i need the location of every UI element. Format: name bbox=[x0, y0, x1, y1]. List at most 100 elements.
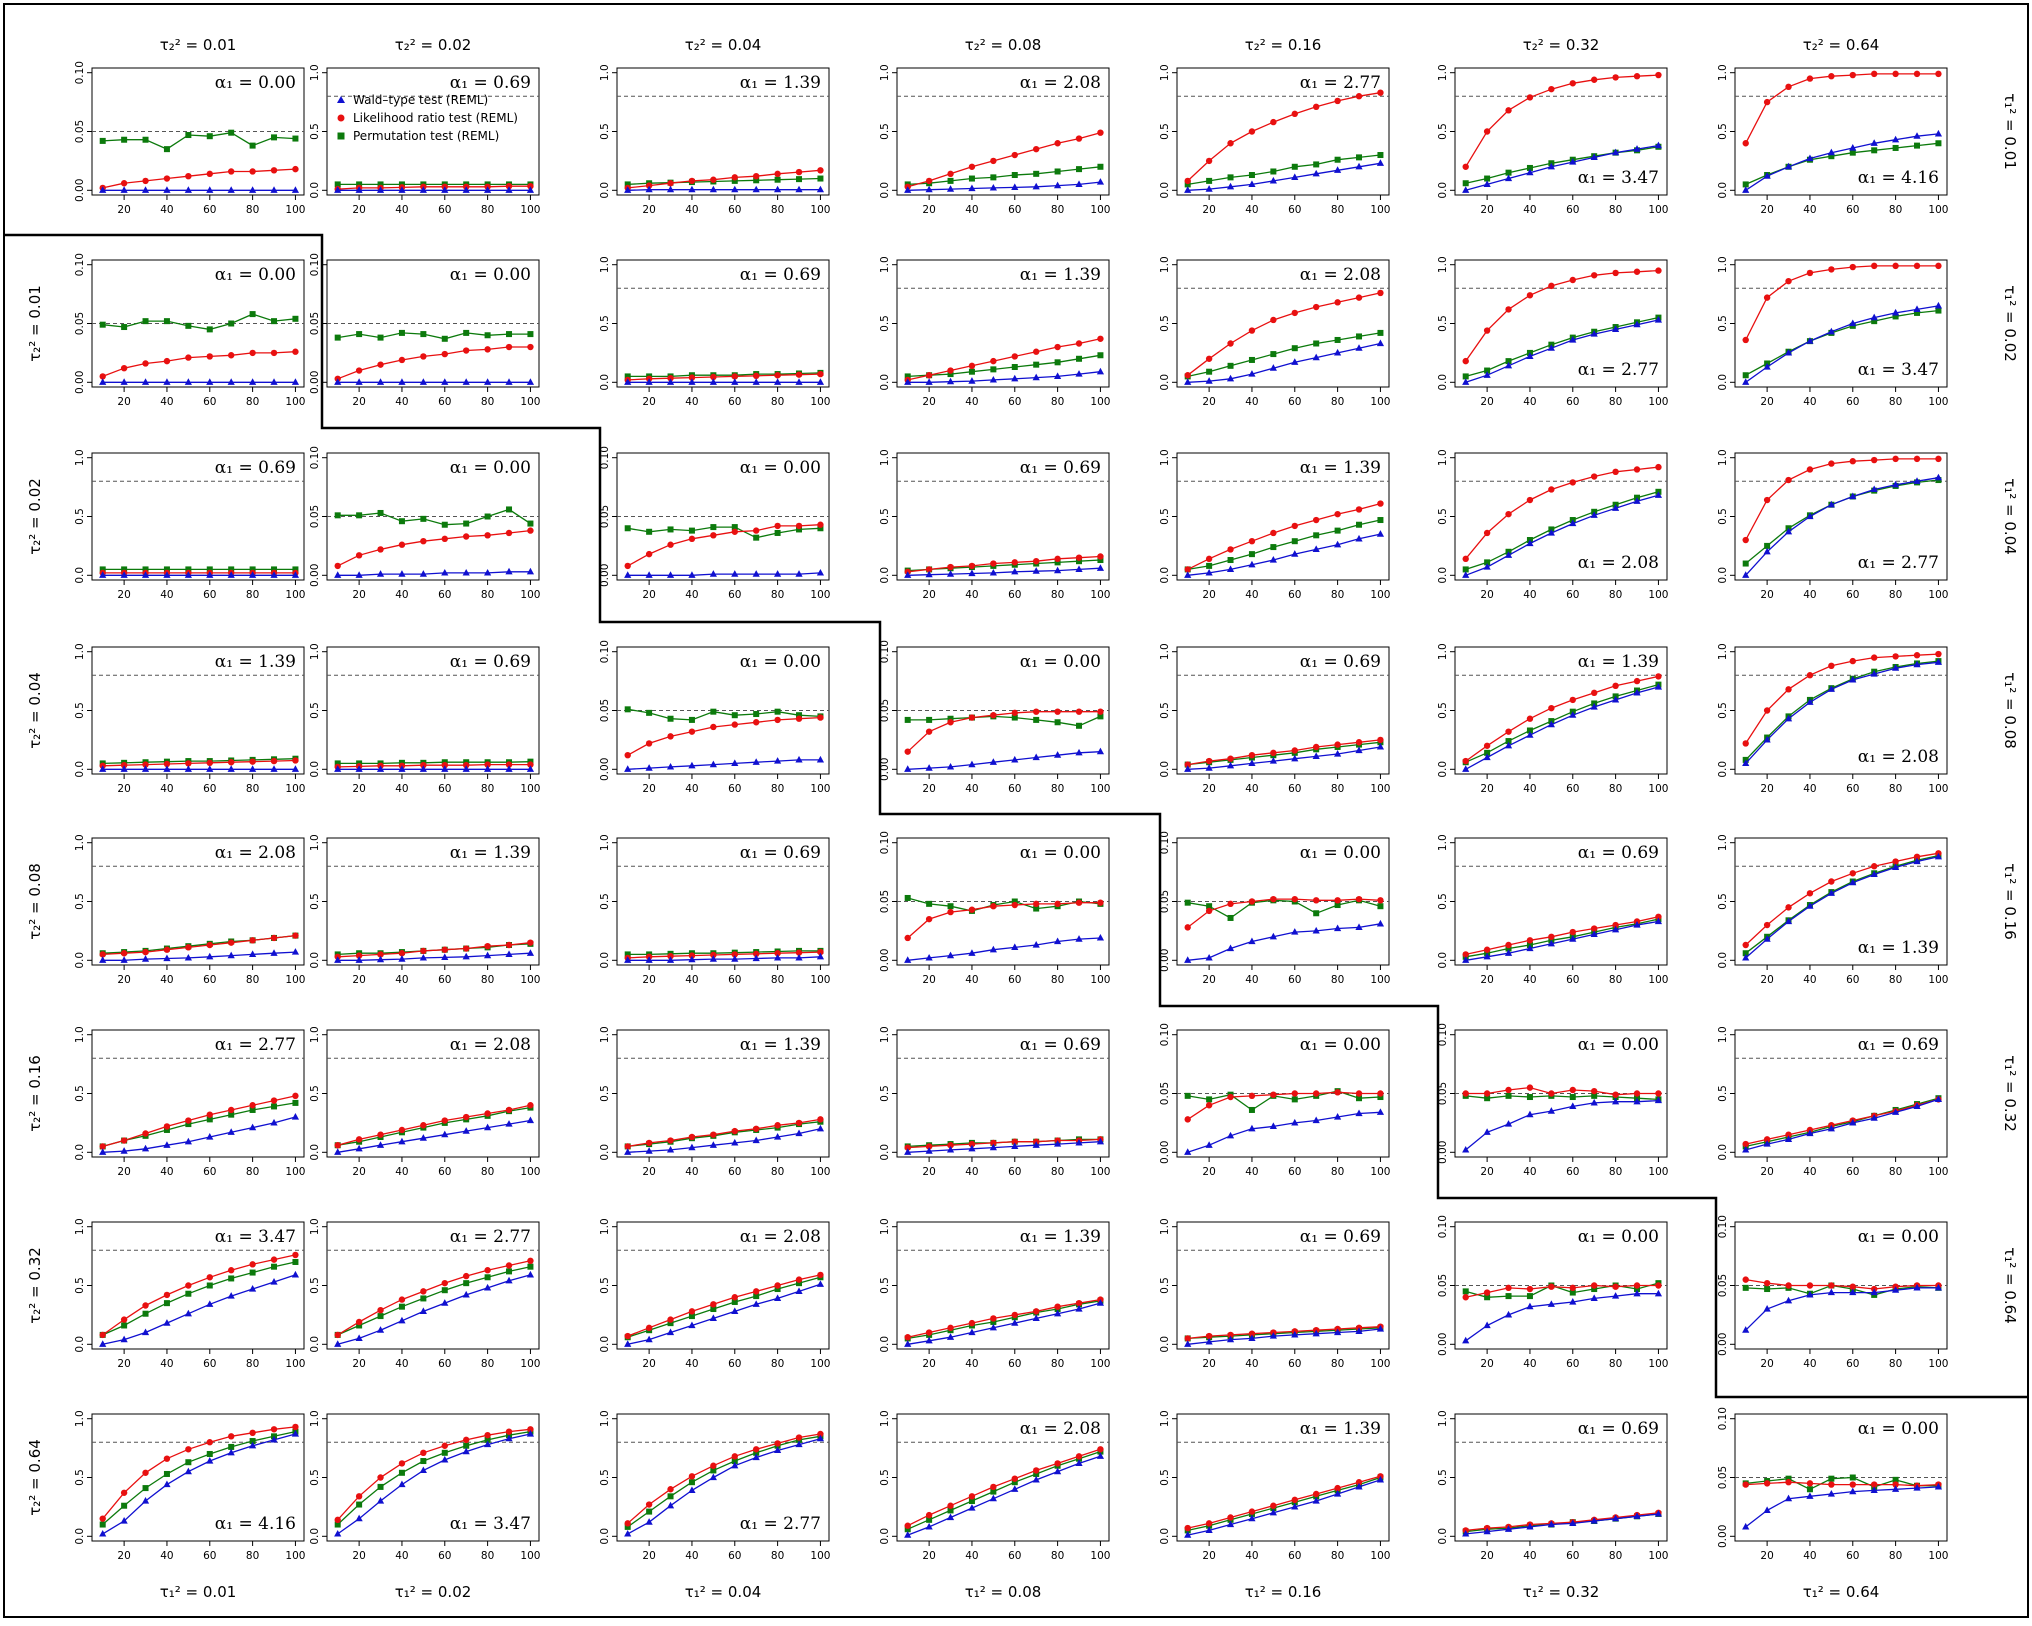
alpha-annotation: α₁ = 4.16 bbox=[1858, 168, 1939, 188]
lrt-point bbox=[1742, 1481, 1749, 1488]
x-tick-label: 60 bbox=[438, 1166, 451, 1178]
x-tick-label: 40 bbox=[160, 1550, 173, 1562]
wald-point bbox=[1892, 1485, 1900, 1492]
wald-point bbox=[376, 186, 385, 193]
lrt-point bbox=[1590, 272, 1598, 279]
lrt-point bbox=[1785, 277, 1792, 285]
wald-point bbox=[795, 570, 803, 577]
y-tick-label: 0.05 bbox=[309, 312, 321, 335]
lrt-point bbox=[99, 1331, 106, 1339]
wald-point bbox=[1526, 539, 1534, 547]
lrt-point bbox=[163, 946, 171, 953]
lrt-point bbox=[1655, 1282, 1662, 1289]
y-tick-label: 0.00 bbox=[1437, 1141, 1449, 1164]
wald-point bbox=[1032, 1141, 1040, 1148]
alpha-annotation: α₁ = 0.69 bbox=[1300, 1227, 1381, 1247]
lrt-point bbox=[1334, 510, 1341, 518]
x-tick-label: 20 bbox=[1202, 1550, 1215, 1562]
lrt-point bbox=[120, 180, 128, 187]
lrt-point bbox=[441, 350, 448, 358]
plot-frame bbox=[616, 1221, 830, 1350]
y-tick-label: 0.5 bbox=[1437, 702, 1449, 719]
lrt-point bbox=[227, 1433, 235, 1440]
wald-point bbox=[398, 765, 406, 772]
perm-point bbox=[163, 1300, 170, 1307]
lrt-point bbox=[420, 537, 427, 545]
x-tick-label: 80 bbox=[481, 783, 494, 795]
lrt-point bbox=[1870, 654, 1878, 661]
x-tick-label: 60 bbox=[1008, 1550, 1021, 1562]
perm-point bbox=[1484, 175, 1491, 182]
x-tick-label: 40 bbox=[160, 974, 173, 986]
perm-point bbox=[1569, 1094, 1576, 1101]
wald-point bbox=[1184, 186, 1192, 193]
perm-point bbox=[731, 1298, 738, 1305]
y-tick-label: 0.5 bbox=[1437, 893, 1449, 910]
x-tick-label: 40 bbox=[395, 204, 408, 216]
series-line-perm bbox=[1187, 332, 1381, 378]
series-line-lrt bbox=[1745, 265, 1939, 341]
lrt-point bbox=[1612, 1283, 1619, 1290]
x-tick-label: 100 bbox=[1090, 1550, 1110, 1562]
x-tick-label: 80 bbox=[1051, 1166, 1064, 1178]
wald-point bbox=[227, 186, 235, 193]
y-tick-label: 0.5 bbox=[1159, 315, 1171, 332]
wald-point bbox=[904, 378, 912, 385]
wald-point bbox=[227, 951, 235, 959]
series-line-wald bbox=[1745, 133, 1939, 191]
y-tick-label: 0.10 bbox=[879, 831, 891, 854]
y-tick-label: 0.0 bbox=[599, 1336, 611, 1353]
perm-point bbox=[506, 331, 513, 338]
wald-point bbox=[441, 953, 449, 960]
x-tick-label: 60 bbox=[1846, 783, 1859, 795]
perm-point bbox=[1764, 1286, 1771, 1293]
wald-point bbox=[1892, 135, 1900, 143]
lrt-point bbox=[1913, 455, 1921, 463]
x-tick-label: 100 bbox=[810, 783, 830, 795]
lrt-point bbox=[645, 182, 653, 189]
lrt-point bbox=[1612, 269, 1619, 277]
lrt-point bbox=[1785, 1282, 1792, 1289]
x-tick-label: 40 bbox=[685, 1166, 698, 1178]
alpha-annotation: α₁ = 0.00 bbox=[450, 458, 531, 478]
bottom-label: τ₁² = 0.08 bbox=[965, 1583, 1042, 1601]
lrt-point bbox=[1270, 749, 1277, 757]
lrt-point bbox=[1011, 353, 1018, 360]
wald-point bbox=[1612, 504, 1620, 511]
perm-point bbox=[292, 315, 299, 322]
wald-point bbox=[505, 378, 513, 385]
wald-point bbox=[946, 185, 955, 192]
wald-point bbox=[1849, 1118, 1857, 1126]
series-line-perm bbox=[907, 1450, 1101, 1530]
wald-point bbox=[752, 378, 760, 385]
x-tick-label: 100 bbox=[520, 589, 540, 601]
x-tick-label: 40 bbox=[1803, 396, 1816, 408]
wald-point bbox=[1504, 741, 1513, 749]
y-tick-label: 0.05 bbox=[1159, 1082, 1171, 1105]
perm-point bbox=[817, 525, 824, 532]
wald-point bbox=[1569, 1297, 1577, 1305]
wald-point bbox=[227, 1448, 235, 1456]
lrt-point bbox=[795, 1434, 803, 1441]
lrt-point bbox=[249, 937, 256, 944]
lrt-point bbox=[120, 1489, 128, 1496]
wald-point bbox=[249, 765, 257, 772]
y-tick-label: 0.10 bbox=[1717, 1215, 1729, 1238]
lrt-point bbox=[527, 761, 534, 768]
bottom-label: τ₁² = 0.04 bbox=[685, 1583, 762, 1601]
perm-point bbox=[904, 716, 911, 723]
perm-point bbox=[947, 371, 954, 378]
perm-point bbox=[142, 136, 149, 143]
plot-frame bbox=[1454, 67, 1668, 196]
x-tick-label: 60 bbox=[438, 1550, 451, 1562]
wald-point bbox=[968, 184, 976, 192]
x-tick-label: 40 bbox=[1803, 1358, 1816, 1370]
wald-point bbox=[925, 764, 933, 771]
wald-point bbox=[1376, 1475, 1385, 1483]
perm-point bbox=[667, 526, 674, 533]
perm-point bbox=[1227, 914, 1234, 921]
x-tick-label: 100 bbox=[1370, 1166, 1390, 1178]
y-tick-label: 0.00 bbox=[74, 179, 86, 202]
lrt-point bbox=[227, 759, 235, 766]
